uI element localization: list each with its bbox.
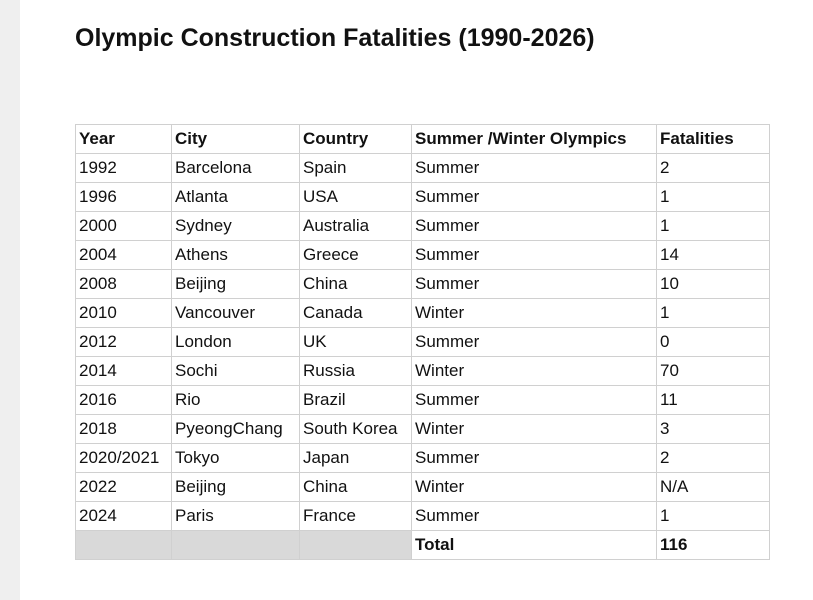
table-cell: Vancouver bbox=[171, 298, 300, 328]
table-cell: Spain bbox=[299, 153, 412, 183]
table-cell: 14 bbox=[656, 240, 770, 270]
total-row: Total 116 bbox=[75, 530, 770, 560]
header-row: Year City Country Summer /Winter Olympics Fa… bbox=[75, 124, 770, 154]
table-row: 2016 Rio Brazil Summer 11 bbox=[75, 385, 770, 415]
table-row: 2020/2021 Tokyo Japan Summer 2 bbox=[75, 443, 770, 473]
table-cell: Australia bbox=[299, 211, 412, 241]
table-cell: 2008 bbox=[75, 269, 172, 299]
empty-cell bbox=[299, 530, 412, 560]
table-cell: China bbox=[299, 472, 412, 502]
table-cell: Summer bbox=[411, 443, 657, 473]
table-cell: France bbox=[299, 501, 412, 531]
table-cell: Barcelona bbox=[171, 153, 300, 183]
empty-cell bbox=[171, 530, 300, 560]
title: Olympic Construction Fatalities (1990-20… bbox=[75, 24, 595, 52]
table-row: 2000 Sydney Australia Summer 1 bbox=[75, 211, 770, 241]
table-cell: 2014 bbox=[75, 356, 172, 386]
table-cell: Summer bbox=[411, 211, 657, 241]
table-cell: 10 bbox=[656, 269, 770, 299]
table-cell: 1 bbox=[656, 211, 770, 241]
table-cell: PyeongChang bbox=[171, 414, 300, 444]
table-row: 2014 Sochi Russia Winter 70 bbox=[75, 356, 770, 386]
table-row: 2024 Paris France Summer 1 bbox=[75, 501, 770, 531]
table-cell: N/A bbox=[656, 472, 770, 502]
total-label: Total bbox=[411, 530, 657, 560]
table-cell: Paris bbox=[171, 501, 300, 531]
table-cell: 2012 bbox=[75, 327, 172, 357]
table-cell: Sydney bbox=[171, 211, 300, 241]
table-row: 1996 Atlanta USA Summer 1 bbox=[75, 182, 770, 212]
table-row: 2008 Beijing China Summer 10 bbox=[75, 269, 770, 299]
table-cell: Atlanta bbox=[171, 182, 300, 212]
table-cell: Beijing bbox=[171, 269, 300, 299]
table-cell: Winter bbox=[411, 414, 657, 444]
table-cell: Sochi bbox=[171, 356, 300, 386]
table-row: 2018 PyeongChang South Korea Winter 3 bbox=[75, 414, 770, 444]
table-cell: Beijing bbox=[171, 472, 300, 502]
table-cell: 2018 bbox=[75, 414, 172, 444]
table-cell: USA bbox=[299, 182, 412, 212]
table-cell: Winter bbox=[411, 298, 657, 328]
table-cell: Summer bbox=[411, 385, 657, 415]
table-cell: 2024 bbox=[75, 501, 172, 531]
table-cell: 2020/2021 bbox=[75, 443, 172, 473]
column-header: Summer /Winter Olympics bbox=[411, 124, 657, 154]
table-cell: 2004 bbox=[75, 240, 172, 270]
table-cell: 2000 bbox=[75, 211, 172, 241]
table-cell: Japan bbox=[299, 443, 412, 473]
side-strip bbox=[0, 0, 20, 600]
table-cell: Summer bbox=[411, 182, 657, 212]
table-cell: 2010 bbox=[75, 298, 172, 328]
table-cell: Summer bbox=[411, 153, 657, 183]
table-cell: 2 bbox=[656, 153, 770, 183]
table-cell: 3 bbox=[656, 414, 770, 444]
table-cell: 2022 bbox=[75, 472, 172, 502]
table-row: 2004 Athens Greece Summer 14 bbox=[75, 240, 770, 270]
table-body: 1992 Barcelona Spain Summer 2 1996 Atlanta USA S… bbox=[75, 153, 770, 560]
empty-cell bbox=[75, 530, 172, 560]
table-row: 1992 Barcelona Spain Summer 2 bbox=[75, 153, 770, 183]
table-cell: 70 bbox=[656, 356, 770, 386]
fatalities-table: Year City Country Summer /Winter Olympics Fa… bbox=[75, 124, 770, 560]
column-header: Country bbox=[299, 124, 412, 154]
table-cell: Brazil bbox=[299, 385, 412, 415]
table-cell: Athens bbox=[171, 240, 300, 270]
table-cell: 1 bbox=[656, 501, 770, 531]
table-cell: Summer bbox=[411, 327, 657, 357]
table-cell: Winter bbox=[411, 356, 657, 386]
table-row: 2012 London UK Summer 0 bbox=[75, 327, 770, 357]
table-cell: 1 bbox=[656, 298, 770, 328]
table-cell: Summer bbox=[411, 501, 657, 531]
table-row: 2010 Vancouver Canada Winter 1 bbox=[75, 298, 770, 328]
table-cell: London bbox=[171, 327, 300, 357]
table-cell: 11 bbox=[656, 385, 770, 415]
table-cell: 2016 bbox=[75, 385, 172, 415]
table-cell: 0 bbox=[656, 327, 770, 357]
table-cell: Tokyo bbox=[171, 443, 300, 473]
table-cell: Canada bbox=[299, 298, 412, 328]
table-cell: China bbox=[299, 269, 412, 299]
table-cell: 1992 bbox=[75, 153, 172, 183]
table-cell: UK bbox=[299, 327, 412, 357]
table-cell: Summer bbox=[411, 269, 657, 299]
table-cell: Summer bbox=[411, 240, 657, 270]
table-cell: Winter bbox=[411, 472, 657, 502]
table-cell: 1 bbox=[656, 182, 770, 212]
table-cell: Greece bbox=[299, 240, 412, 270]
column-header: City bbox=[171, 124, 300, 154]
table-cell: Russia bbox=[299, 356, 412, 386]
table-cell: 2 bbox=[656, 443, 770, 473]
table-cell: Rio bbox=[171, 385, 300, 415]
table-cell: South Korea bbox=[299, 414, 412, 444]
column-header: Year bbox=[75, 124, 172, 154]
column-header: Fatalities bbox=[656, 124, 770, 154]
table-cell: 1996 bbox=[75, 182, 172, 212]
total-value: 116 bbox=[656, 530, 770, 560]
table-row: 2022 Beijing China Winter N/A bbox=[75, 472, 770, 502]
